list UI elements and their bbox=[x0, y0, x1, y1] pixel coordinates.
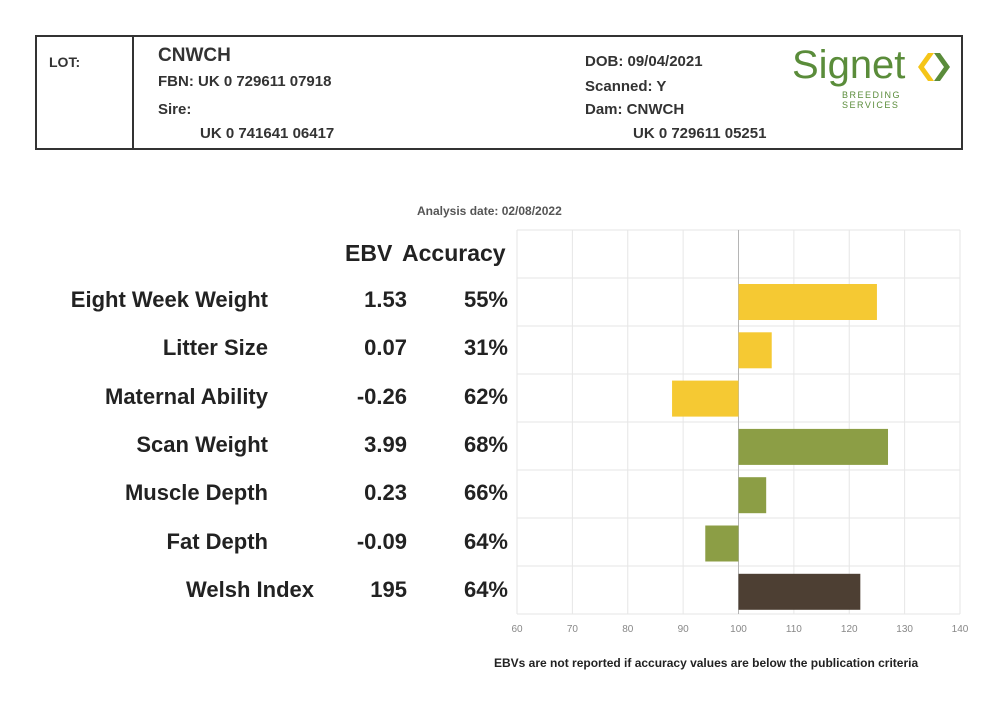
ebv-bar-chart: 60 70 80 90 100 110 120 130 140 bbox=[511, 229, 969, 635]
trait-label: Welsh Index bbox=[186, 577, 314, 602]
dam-id: UK 0 729611 05251 bbox=[633, 125, 767, 142]
trait-label: Litter Size bbox=[162, 335, 268, 360]
signet-logo: Signet BREEDING SERVICES bbox=[792, 43, 952, 110]
trait-label: Fat Depth bbox=[166, 529, 268, 554]
x-tick-label: 130 bbox=[896, 624, 913, 635]
logo-wordmark: Signet bbox=[792, 43, 906, 87]
bar-fat-depth bbox=[705, 525, 739, 562]
ebv-value: -0.09 bbox=[356, 529, 407, 554]
logo-subtitle: BREEDING SERVICES bbox=[842, 90, 902, 110]
x-tick-label: 70 bbox=[567, 624, 579, 635]
accuracy-column-header: Accuracy bbox=[402, 240, 506, 266]
scanned-text: Scanned: Y bbox=[585, 78, 667, 95]
accuracy-value: 68% bbox=[463, 432, 508, 457]
x-tick-label: 140 bbox=[952, 624, 969, 635]
lot-label: LOT: bbox=[49, 54, 81, 70]
x-tick-label: 90 bbox=[678, 624, 690, 635]
trait-label: Scan Weight bbox=[136, 432, 268, 457]
dam-text: Dam: CNWCH bbox=[585, 101, 685, 118]
bar-litter-size bbox=[738, 332, 772, 369]
animal-name: CNWCH bbox=[158, 45, 231, 66]
logo-chevrons-icon bbox=[918, 53, 950, 81]
x-tick-label: 110 bbox=[786, 624, 802, 635]
ebv-value: 1.53 bbox=[364, 287, 407, 312]
analysis-date: Analysis date: 02/08/2022 bbox=[417, 204, 562, 218]
accuracy-value: 62% bbox=[463, 384, 508, 409]
footnote: EBVs are not reported if accuracy values… bbox=[494, 656, 919, 670]
accuracy-value: 31% bbox=[463, 335, 508, 360]
bar-scan-weight bbox=[738, 428, 889, 465]
trait-label: Eight Week Weight bbox=[70, 287, 268, 312]
animal-header: LOT: CNWCH FBN: UK 0 729611 07918 Sire: … bbox=[35, 35, 963, 150]
sire-label: Sire: bbox=[158, 101, 192, 118]
bar-maternal-ability bbox=[672, 380, 739, 417]
trait-label: Maternal Ability bbox=[105, 384, 268, 409]
ebv-value: -0.26 bbox=[356, 384, 407, 409]
trait-label: Muscle Depth bbox=[124, 480, 268, 505]
ebv-value: 0.07 bbox=[364, 335, 407, 360]
fbn-text: FBN: UK 0 729611 07918 bbox=[158, 73, 332, 90]
x-tick-label: 80 bbox=[622, 624, 634, 635]
bar-welsh-index bbox=[738, 573, 861, 610]
x-tick-label: 120 bbox=[841, 624, 858, 635]
accuracy-value: 64% bbox=[463, 529, 508, 554]
header-divider bbox=[132, 37, 134, 148]
accuracy-value: 55% bbox=[463, 287, 508, 312]
ebv-column-header: EBV bbox=[345, 240, 393, 266]
x-tick-label: 60 bbox=[511, 624, 523, 635]
sire-id: UK 0 741641 06417 bbox=[200, 125, 335, 142]
dob-text: DOB: 09/04/2021 bbox=[585, 53, 703, 70]
ebv-value: 195 bbox=[370, 577, 407, 602]
ebv-value: 0.23 bbox=[364, 480, 407, 505]
x-tick-label: 100 bbox=[730, 624, 747, 635]
bar-muscle-depth bbox=[738, 477, 767, 514]
accuracy-value: 64% bbox=[463, 577, 508, 602]
bar-eight-week-weight bbox=[738, 284, 877, 320]
accuracy-value: 66% bbox=[463, 480, 508, 505]
ebv-value: 3.99 bbox=[364, 432, 407, 457]
